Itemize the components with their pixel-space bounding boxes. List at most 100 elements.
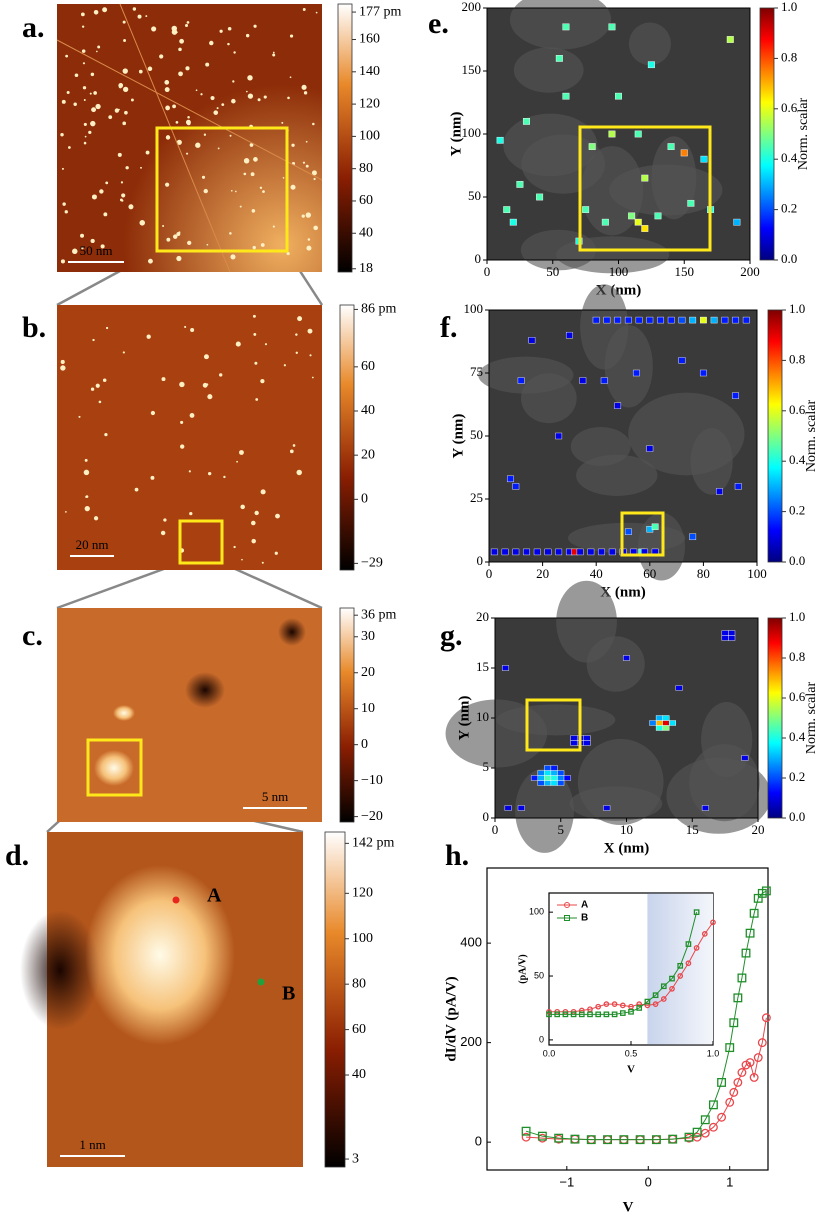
adatom — [223, 476, 225, 478]
adatom — [254, 511, 258, 515]
cell — [663, 721, 670, 726]
cell — [609, 549, 615, 555]
adatom — [252, 209, 256, 213]
probe-point — [258, 979, 265, 986]
colorbar — [338, 4, 352, 272]
adatom — [264, 95, 267, 98]
colorbar-tick-label: 40 — [361, 403, 375, 418]
cell — [701, 156, 708, 162]
adatom — [84, 470, 90, 476]
adatom — [86, 495, 89, 498]
cell — [636, 317, 642, 323]
colorbar-tick-label: 0.8 — [789, 649, 805, 664]
adatom — [306, 212, 311, 217]
y-tick-label: 400 — [460, 935, 482, 950]
x-tick-label: 10 — [620, 822, 633, 837]
adatom — [62, 202, 65, 205]
cell — [676, 686, 683, 691]
cell — [601, 378, 607, 384]
adatom — [96, 384, 100, 388]
cell — [669, 721, 676, 726]
adatom — [261, 243, 265, 247]
cell — [635, 131, 642, 137]
cell — [656, 716, 663, 721]
colorbar-tick-label: 100 — [352, 931, 373, 946]
adatom — [229, 232, 232, 235]
colorbar-tick-label: 60 — [352, 1022, 366, 1037]
adatom — [221, 103, 224, 106]
colorbar-tick-label: 160 — [359, 32, 380, 47]
figure: 50 nma.177 pm1601401201008060401820 nmb.… — [0, 0, 821, 1230]
adatom — [65, 210, 68, 213]
y-tick-label: 50 — [470, 427, 483, 442]
adatom — [165, 87, 170, 92]
terrace — [628, 393, 744, 476]
y-tick-label: 20 — [476, 609, 489, 624]
adatom — [178, 231, 180, 233]
x-tick-label: 150 — [675, 264, 695, 279]
y-axis-label: Y (nm) — [456, 696, 472, 741]
x-tick-label: 200 — [740, 264, 760, 279]
cell — [557, 776, 564, 781]
adatom — [83, 86, 86, 89]
cell — [728, 631, 735, 636]
adatom — [93, 91, 97, 95]
cell — [642, 225, 649, 231]
adatom — [123, 39, 126, 42]
cell — [544, 771, 551, 776]
colorbar-tick-label: 120 — [359, 96, 380, 111]
cell — [584, 736, 591, 741]
adatom — [62, 100, 66, 104]
adatom — [273, 225, 275, 227]
adatom — [301, 85, 306, 90]
cell — [510, 219, 517, 225]
cell — [679, 357, 685, 363]
vacancy — [185, 672, 225, 708]
cell — [689, 317, 695, 323]
adatom — [159, 54, 163, 58]
x-axis-label: V — [623, 1199, 634, 1215]
cell — [628, 213, 635, 219]
cell — [657, 317, 663, 323]
adatom — [283, 177, 285, 179]
cell — [544, 776, 551, 781]
colorbar-tick-label: 0.8 — [781, 49, 797, 64]
y-tick-label: 0 — [475, 251, 482, 266]
cell — [689, 534, 695, 540]
adatom — [162, 377, 166, 381]
adatom — [290, 449, 294, 453]
probe-point — [173, 897, 180, 904]
adatom — [90, 93, 92, 95]
colorbar — [768, 310, 782, 562]
adatom — [176, 121, 179, 124]
adatom — [162, 225, 164, 227]
adatom — [240, 206, 242, 208]
adatom — [165, 106, 170, 111]
x-tick-label: 0 — [645, 1174, 652, 1189]
adatom — [172, 26, 177, 31]
adatom — [85, 506, 90, 511]
cell — [663, 726, 670, 731]
cell — [582, 206, 589, 212]
cell — [602, 219, 609, 225]
adatom — [95, 104, 100, 109]
adatom — [230, 254, 235, 259]
inset-x-label: V — [627, 1064, 635, 1076]
adatom — [189, 512, 192, 515]
cell — [588, 549, 594, 555]
cell — [518, 378, 524, 384]
adatom — [190, 413, 195, 418]
colorbar-label: Norm. scalar — [796, 98, 811, 171]
adatom — [123, 351, 125, 353]
cell — [538, 771, 545, 776]
adatom — [120, 198, 123, 201]
adatom — [105, 182, 108, 185]
colorbar — [340, 608, 354, 822]
adatom — [179, 39, 184, 44]
colorbar-tick-label: 0.2 — [789, 503, 805, 518]
cell — [598, 549, 604, 555]
adatom — [207, 394, 212, 399]
adatom — [83, 62, 85, 64]
adatom — [60, 133, 63, 136]
adatom — [145, 15, 147, 17]
